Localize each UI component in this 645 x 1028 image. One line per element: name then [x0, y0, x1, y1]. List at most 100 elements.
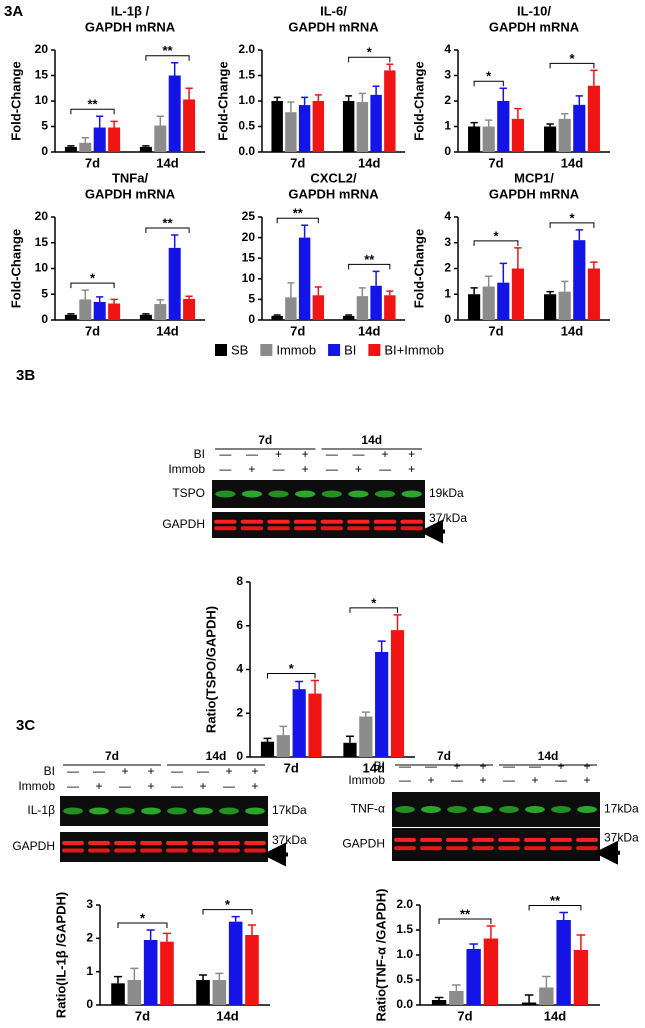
sign: — — [119, 779, 131, 793]
sign: — — [67, 779, 79, 793]
band — [62, 841, 84, 845]
legend-label: SB — [231, 342, 248, 357]
band — [321, 490, 342, 498]
band — [400, 526, 423, 531]
sign: + — [557, 759, 564, 773]
y-tick-label: 1 — [86, 964, 93, 978]
group-label: 7d — [437, 749, 451, 763]
y-tick-label: 1.0 — [238, 93, 255, 107]
error-bar — [113, 975, 123, 984]
y-axis-label: Fold-Change — [411, 229, 426, 308]
y-tick-label: 3 — [86, 897, 93, 911]
bar — [93, 127, 106, 152]
bar — [228, 921, 243, 1005]
sign: + — [408, 447, 415, 461]
sign: + — [479, 773, 486, 787]
bar — [544, 294, 557, 320]
error-bar — [81, 289, 89, 300]
row-label: Immob — [168, 462, 205, 476]
y-tick-label: 20 — [35, 209, 49, 223]
significance-label: * — [90, 271, 96, 286]
error-bar — [171, 62, 179, 76]
band — [498, 846, 520, 851]
sign: — — [171, 764, 183, 778]
error-bar — [287, 282, 295, 298]
x-tick-label: 7d — [284, 760, 299, 775]
error-bar — [67, 313, 75, 315]
bar — [521, 1002, 537, 1005]
error-bar — [247, 924, 257, 935]
bar — [212, 980, 227, 1005]
sign: — — [93, 764, 105, 778]
band — [294, 526, 317, 531]
sign: + — [408, 462, 415, 476]
significance-label: * — [367, 45, 373, 60]
x-tick-label: 7d — [135, 1008, 150, 1023]
error-bar — [372, 270, 380, 286]
bar — [483, 938, 499, 1005]
bar — [390, 630, 405, 757]
sign: — — [326, 462, 338, 476]
y-tick-label: 2 — [86, 931, 93, 945]
bar — [573, 104, 586, 152]
error-bar — [96, 115, 104, 128]
sign: — — [399, 759, 411, 773]
bar — [64, 146, 77, 152]
y-tick-label: 1.5 — [238, 68, 255, 82]
legend-label: BI+Immob — [384, 342, 444, 357]
chart-title: IL-10/ — [517, 3, 551, 18]
significance-bracket — [202, 909, 253, 915]
y-tick-label: 0.5 — [396, 972, 413, 986]
band — [576, 837, 598, 842]
y-tick-label: 15 — [35, 235, 49, 249]
error-bar — [67, 145, 75, 147]
y-tick-label: 1.0 — [396, 947, 413, 961]
y-tick-label: 2.0 — [396, 897, 413, 911]
bar — [370, 285, 382, 320]
bar — [384, 70, 396, 152]
sign: — — [246, 447, 258, 461]
error-bar — [314, 94, 322, 101]
bar — [482, 126, 495, 152]
panel-label: 3A — [4, 3, 23, 20]
error-bar — [546, 290, 554, 295]
y-tick-label: 5 — [41, 286, 48, 300]
y-axis-label: Fold-Change — [411, 61, 426, 140]
bar — [359, 716, 373, 757]
significance-label: ** — [364, 252, 375, 267]
y-tick-label: 0 — [41, 144, 48, 158]
band — [524, 846, 546, 851]
row-label: BI — [374, 759, 385, 773]
error-bar — [590, 69, 598, 86]
significance-bracket — [70, 282, 115, 289]
band — [241, 490, 263, 498]
band — [88, 841, 110, 845]
x-tick-label: 7d — [290, 155, 305, 170]
band — [472, 837, 494, 842]
band — [268, 490, 289, 498]
error-bar — [561, 113, 569, 119]
bar — [356, 102, 369, 152]
bar — [466, 949, 481, 1005]
error-bar — [215, 972, 224, 980]
error-bar — [452, 984, 461, 991]
band-size: 37/kDa — [429, 511, 467, 525]
sign: — — [379, 462, 391, 476]
error-bar — [542, 975, 551, 988]
error-bar — [156, 115, 164, 126]
bar — [245, 935, 259, 1005]
band — [63, 807, 83, 815]
y-tick-label: 1 — [444, 119, 451, 133]
significance-label: ** — [460, 906, 471, 921]
significance-bracket — [473, 80, 504, 87]
significance-bracket — [70, 108, 115, 115]
band — [89, 807, 109, 815]
band — [374, 490, 396, 498]
band — [192, 848, 214, 853]
band — [551, 806, 571, 813]
sign: — — [219, 462, 231, 476]
bar — [356, 296, 369, 320]
panel-label: 3C — [16, 717, 35, 734]
band — [218, 848, 240, 853]
